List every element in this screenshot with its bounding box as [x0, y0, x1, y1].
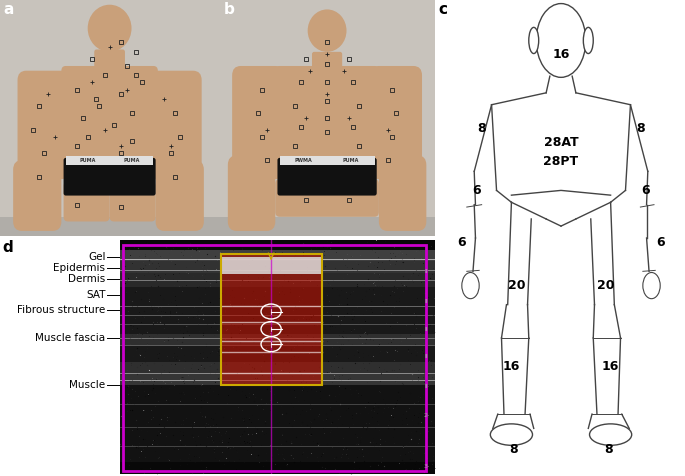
Bar	[120, 287, 435, 334]
FancyBboxPatch shape	[379, 156, 426, 231]
Text: II: II	[424, 355, 427, 359]
Text: 2-: 2-	[424, 413, 430, 418]
Text: PUMA: PUMA	[79, 158, 96, 163]
Text: II: II	[424, 269, 427, 274]
FancyBboxPatch shape	[95, 50, 125, 73]
Text: Epidermis: Epidermis	[53, 263, 105, 273]
Text: II: II	[424, 327, 427, 331]
FancyBboxPatch shape	[62, 66, 158, 174]
Text: 6: 6	[458, 236, 466, 249]
Text: 20: 20	[508, 279, 525, 292]
Text: II: II	[424, 384, 427, 389]
Text: Muscle fascia: Muscle fascia	[36, 333, 105, 343]
Bar	[120, 385, 435, 462]
Ellipse shape	[643, 272, 660, 299]
Bar	[66, 156, 153, 165]
Bar	[120, 273, 435, 287]
Ellipse shape	[308, 10, 347, 52]
Text: PUMA: PUMA	[342, 158, 359, 163]
Ellipse shape	[490, 424, 532, 446]
Text: 8: 8	[636, 122, 645, 135]
Bar	[120, 261, 435, 273]
Ellipse shape	[529, 27, 538, 53]
Bar	[120, 346, 435, 362]
FancyBboxPatch shape	[64, 181, 110, 221]
Text: SAT: SAT	[86, 290, 105, 300]
Text: 6: 6	[656, 236, 664, 249]
Bar	[120, 250, 435, 261]
Ellipse shape	[536, 4, 586, 77]
Bar	[120, 362, 435, 373]
Text: II: II	[424, 298, 427, 304]
FancyBboxPatch shape	[275, 66, 379, 174]
FancyBboxPatch shape	[13, 160, 62, 231]
Ellipse shape	[462, 272, 480, 299]
Bar	[219, 217, 435, 236]
Text: Dermis: Dermis	[68, 274, 105, 284]
Text: 8: 8	[477, 122, 486, 135]
Bar	[219, 217, 435, 236]
Bar	[221, 254, 321, 385]
Text: c: c	[438, 2, 447, 18]
Text: Gel: Gel	[88, 252, 105, 262]
Ellipse shape	[88, 5, 132, 52]
Text: 16: 16	[552, 48, 570, 61]
Text: PUMA: PUMA	[123, 158, 140, 163]
Text: d: d	[2, 240, 13, 256]
Text: PWMA: PWMA	[295, 158, 312, 163]
Bar	[120, 373, 435, 385]
Bar	[120, 334, 435, 346]
FancyBboxPatch shape	[370, 66, 422, 179]
Text: 16: 16	[602, 360, 619, 373]
Text: 16: 16	[503, 360, 520, 373]
Text: 3-: 3-	[424, 464, 430, 469]
Text: 20: 20	[597, 279, 614, 292]
FancyBboxPatch shape	[277, 158, 377, 196]
Text: 8: 8	[510, 443, 519, 456]
Text: 8: 8	[603, 443, 612, 456]
FancyBboxPatch shape	[155, 160, 204, 231]
FancyBboxPatch shape	[18, 70, 70, 179]
Text: 6: 6	[641, 184, 649, 197]
Text: 28AT: 28AT	[544, 136, 578, 149]
Ellipse shape	[584, 27, 593, 53]
FancyBboxPatch shape	[275, 179, 379, 217]
FancyBboxPatch shape	[149, 70, 201, 179]
Text: a: a	[3, 2, 14, 18]
Text: Muscle: Muscle	[69, 380, 105, 390]
FancyBboxPatch shape	[110, 181, 155, 221]
FancyBboxPatch shape	[64, 158, 155, 196]
Text: Fibrous structure: Fibrous structure	[17, 305, 105, 316]
FancyBboxPatch shape	[232, 66, 284, 179]
Text: b: b	[224, 2, 235, 18]
Text: 6: 6	[473, 184, 481, 197]
Bar	[221, 254, 321, 385]
Text: 28PT: 28PT	[543, 155, 579, 169]
Ellipse shape	[590, 424, 632, 446]
Bar	[0, 217, 219, 236]
Bar	[279, 156, 375, 165]
Bar	[221, 257, 321, 274]
FancyBboxPatch shape	[228, 156, 275, 231]
FancyBboxPatch shape	[312, 52, 342, 75]
